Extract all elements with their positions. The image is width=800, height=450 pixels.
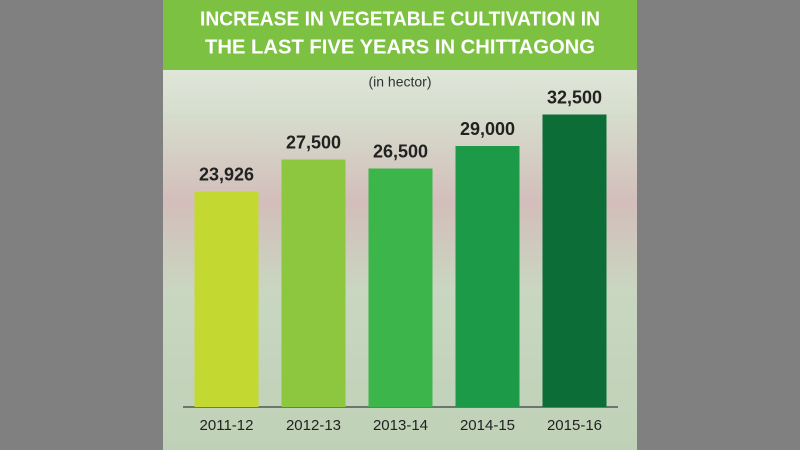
x-tick-label: 2015-16 bbox=[547, 417, 602, 434]
chart-title: THE LAST FIVE YEARS IN CHITTAGONG bbox=[205, 36, 595, 58]
title-band bbox=[163, 0, 637, 70]
bar bbox=[368, 168, 433, 407]
value-label: 32,500 bbox=[547, 87, 602, 107]
value-label: 29,000 bbox=[460, 119, 515, 139]
bar bbox=[455, 146, 520, 407]
chart-title: INCREASE IN VEGETABLE CULTIVATION IN bbox=[200, 8, 600, 30]
bar bbox=[281, 159, 346, 407]
chart-subtitle: (in hector) bbox=[368, 74, 431, 90]
x-tick-label: 2012-13 bbox=[286, 417, 341, 434]
value-label: 27,500 bbox=[286, 132, 341, 152]
x-tick-label: 2013-14 bbox=[373, 417, 428, 434]
bar bbox=[542, 114, 607, 407]
bar bbox=[194, 191, 259, 407]
x-tick-label: 2011-12 bbox=[200, 417, 254, 434]
value-label: 23,926 bbox=[199, 164, 254, 184]
x-tick-label: 2014-15 bbox=[460, 417, 515, 434]
value-label: 26,500 bbox=[373, 141, 428, 161]
